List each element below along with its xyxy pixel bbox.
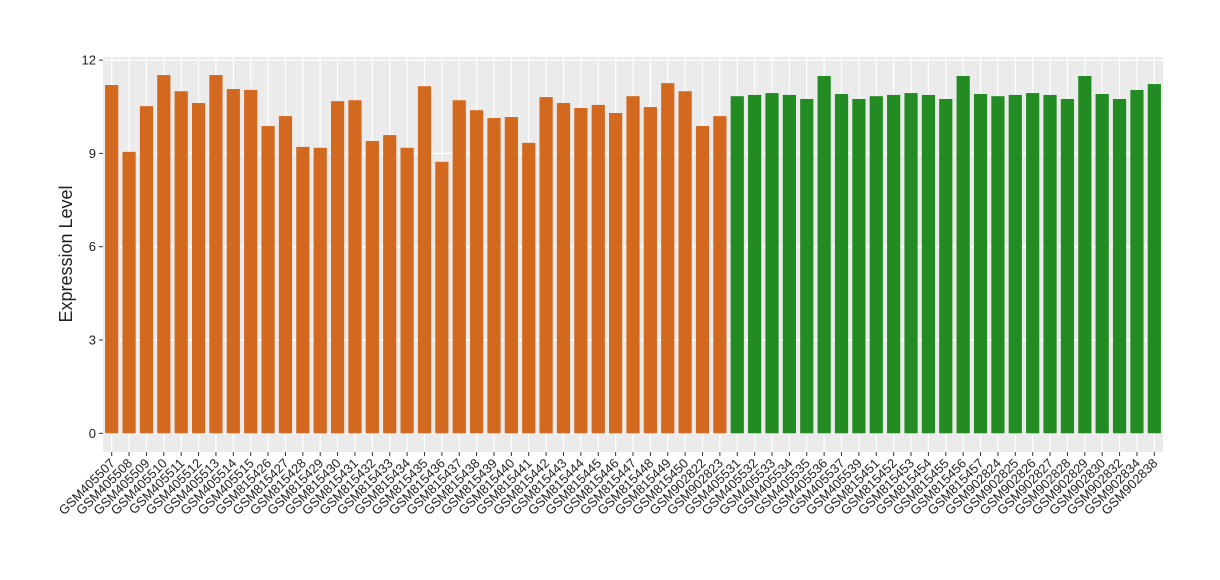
bar: [834, 94, 849, 434]
bar: [817, 75, 831, 434]
bar: [1008, 94, 1022, 434]
bar: [661, 83, 675, 434]
bar: [748, 94, 762, 434]
bar: [1112, 98, 1127, 434]
bar: [191, 103, 206, 434]
bar: [348, 100, 362, 434]
bar: [139, 106, 154, 434]
bar: [1078, 75, 1092, 434]
bar: [452, 100, 466, 434]
bar: [105, 84, 119, 434]
bar: [956, 75, 970, 434]
bar: [313, 147, 327, 434]
y-tick-label: 0: [89, 426, 96, 441]
bar: [1095, 94, 1109, 434]
bar: [869, 96, 883, 434]
bar: [904, 93, 918, 434]
bar: [365, 140, 379, 434]
bar: [296, 146, 310, 434]
bar: [1147, 84, 1161, 434]
bar: [539, 97, 553, 434]
bar: [330, 101, 345, 434]
bar: [522, 142, 536, 434]
y-tick-label: 3: [89, 333, 96, 348]
bar: [730, 96, 744, 434]
bar: [973, 94, 988, 434]
bar: [470, 110, 484, 434]
y-tick-label: 9: [89, 146, 96, 161]
bar: [417, 86, 432, 434]
bar: [921, 94, 936, 434]
bar: [626, 96, 640, 434]
bar: [1130, 89, 1144, 434]
bar: [122, 151, 136, 434]
bar: [504, 117, 518, 434]
bar: [209, 75, 223, 434]
bar: [800, 98, 814, 434]
bar: [383, 135, 397, 434]
bar: [643, 107, 657, 434]
bar: [556, 103, 571, 434]
bar: [609, 112, 623, 434]
bar: [174, 91, 188, 434]
bar: [887, 94, 901, 434]
bar: [1026, 93, 1040, 434]
bar: [574, 108, 588, 434]
bar: [991, 96, 1005, 434]
bar: [1060, 98, 1075, 434]
bar: [226, 89, 240, 434]
bar: [435, 161, 449, 434]
bar: [695, 126, 710, 434]
bar: [765, 93, 779, 434]
bar: [278, 116, 293, 434]
bar: [487, 117, 501, 434]
bar: [261, 126, 275, 434]
bar: [939, 98, 953, 434]
bar: [713, 116, 727, 434]
bar: [782, 94, 796, 434]
y-tick-label: 6: [89, 239, 96, 254]
bar: [1043, 94, 1057, 434]
bar: [244, 89, 258, 434]
bar: [852, 98, 866, 434]
y-axis-title: Expression Level: [56, 185, 76, 322]
bar: [400, 147, 414, 434]
bar: [678, 91, 692, 434]
bar: [157, 75, 171, 434]
bar: [591, 104, 605, 434]
y-tick-label: 12: [82, 53, 96, 68]
